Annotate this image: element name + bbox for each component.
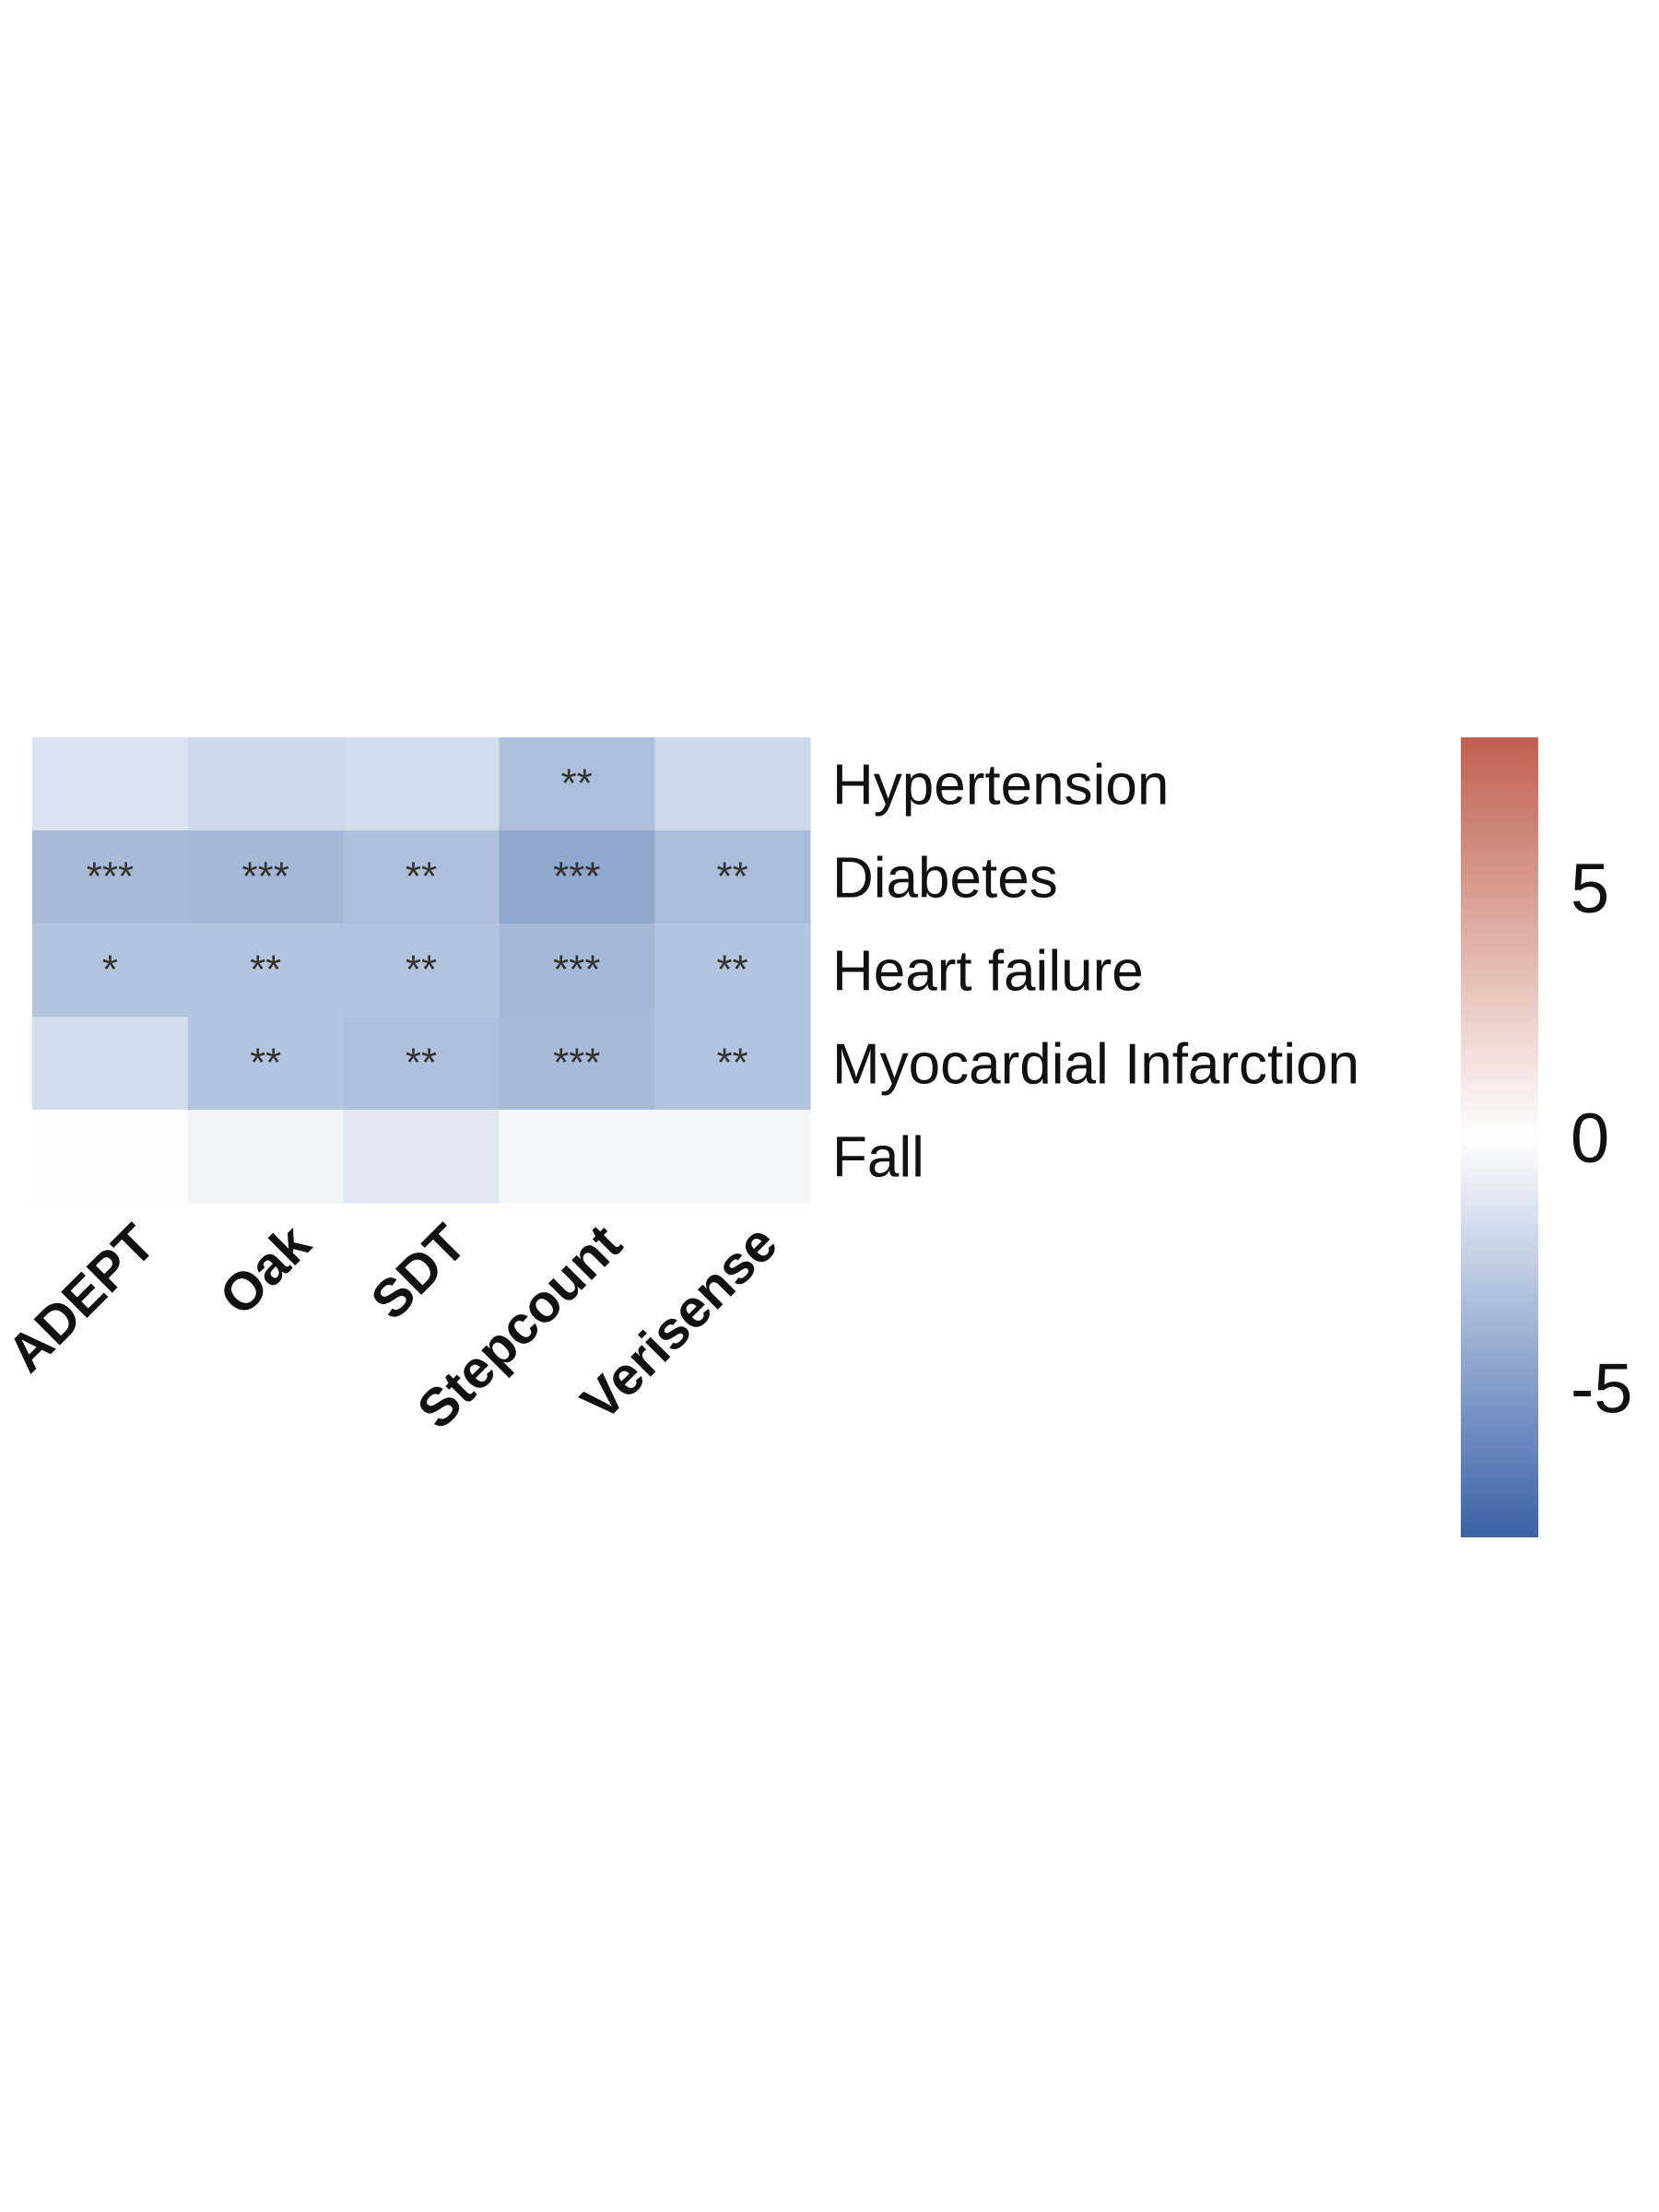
significance-stars-myocardial-infarction-sdt: ** xyxy=(406,1041,437,1086)
row-label-myocardial-infarction: Myocardial Infarction xyxy=(832,1033,1359,1097)
column-label-adept: ADEPT xyxy=(0,1213,167,1383)
color-legend: 5 0 -5 xyxy=(1461,737,1633,1537)
heatmap-cell-heart-failure-adept xyxy=(32,924,189,1018)
significance-stars-diabetes-oak: *** xyxy=(242,854,289,900)
color-legend-bar xyxy=(1461,737,1538,1537)
legend-tick-label: -5 xyxy=(1571,1349,1633,1428)
heatmap-cell-myocardial-infarction-sdt xyxy=(343,1017,500,1111)
heatmap-cell-fall-adept xyxy=(32,1110,189,1204)
significance-annotations: ***** *** ** *** *** ** ** *** **** ** *** ** xyxy=(87,761,748,1086)
heatmap-cell-hypertension-sdt xyxy=(343,737,500,831)
heatmap-cell-diabetes-stepcount xyxy=(499,830,655,924)
heatmap-cell-hypertension-adept xyxy=(32,737,189,831)
heatmap-cell-myocardial-infarction-stepcount xyxy=(499,1017,655,1111)
row-label-fall: Fall xyxy=(832,1126,924,1190)
significance-stars-diabetes-sdt: ** xyxy=(406,854,437,900)
column-label-oak: Oak xyxy=(208,1213,323,1327)
row-label-diabetes: Diabetes xyxy=(832,847,1058,911)
significance-stars-heart-failure-stepcount: *** xyxy=(553,947,600,993)
significance-stars-myocardial-infarction-verisense: ** xyxy=(716,1041,747,1086)
legend-tick-label: 0 xyxy=(1571,1100,1609,1178)
heatmap-cell-heart-failure-oak xyxy=(187,924,345,1018)
heatmap-cell-hypertension-oak xyxy=(187,737,345,831)
heatmap-cell-myocardial-infarction-oak xyxy=(187,1017,345,1111)
column-label-sdt: SDT xyxy=(359,1213,477,1331)
heatmap-cell-diabetes-verisense xyxy=(654,830,811,924)
significance-stars-diabetes-verisense: ** xyxy=(716,854,747,900)
heatmap-cell-myocardial-infarction-verisense xyxy=(654,1017,811,1111)
heatmap-cell-heart-failure-verisense xyxy=(654,924,811,1018)
heatmap-cell-fall-sdt xyxy=(343,1110,500,1204)
heatmap-cell-heart-failure-stepcount xyxy=(499,924,655,1018)
significance-stars-hypertension-stepcount: ** xyxy=(561,761,593,806)
significance-stars-myocardial-infarction-oak: ** xyxy=(250,1041,281,1086)
significance-stars-myocardial-infarction-stepcount: *** xyxy=(553,1041,600,1086)
significance-stars-diabetes-stepcount: *** xyxy=(553,854,600,900)
heatmap-cells xyxy=(32,737,811,1204)
heatmap-cell-myocardial-infarction-adept xyxy=(32,1017,189,1111)
significance-stars-heart-failure-sdt: ** xyxy=(406,947,437,993)
significance-stars-diabetes-adept: *** xyxy=(87,854,134,900)
legend-tick-label: 5 xyxy=(1571,850,1609,928)
heatmap-cell-fall-oak xyxy=(187,1110,345,1204)
heatmap-cell-hypertension-stepcount xyxy=(499,737,655,831)
heatmap-cell-fall-verisense xyxy=(654,1110,811,1204)
heatmap-cell-hypertension-verisense xyxy=(654,737,811,831)
heatmap-cell-heart-failure-sdt xyxy=(343,924,500,1018)
significance-stars-heart-failure-adept: * xyxy=(102,947,118,993)
heatmap-cell-fall-stepcount xyxy=(499,1110,655,1204)
row-label-hypertension: Hypertension xyxy=(832,754,1169,818)
heatmap-cell-diabetes-adept xyxy=(32,830,189,924)
heatmap-cell-diabetes-sdt xyxy=(343,830,500,924)
significance-stars-heart-failure-oak: ** xyxy=(250,947,281,993)
row-label-heart-failure: Heart failure xyxy=(832,940,1144,1004)
row-labels: Hypertension Diabetes Heart failure Myocard… xyxy=(832,754,1359,1190)
significance-stars-heart-failure-verisense: ** xyxy=(716,947,747,993)
heatmap-cell-diabetes-oak xyxy=(187,830,345,924)
